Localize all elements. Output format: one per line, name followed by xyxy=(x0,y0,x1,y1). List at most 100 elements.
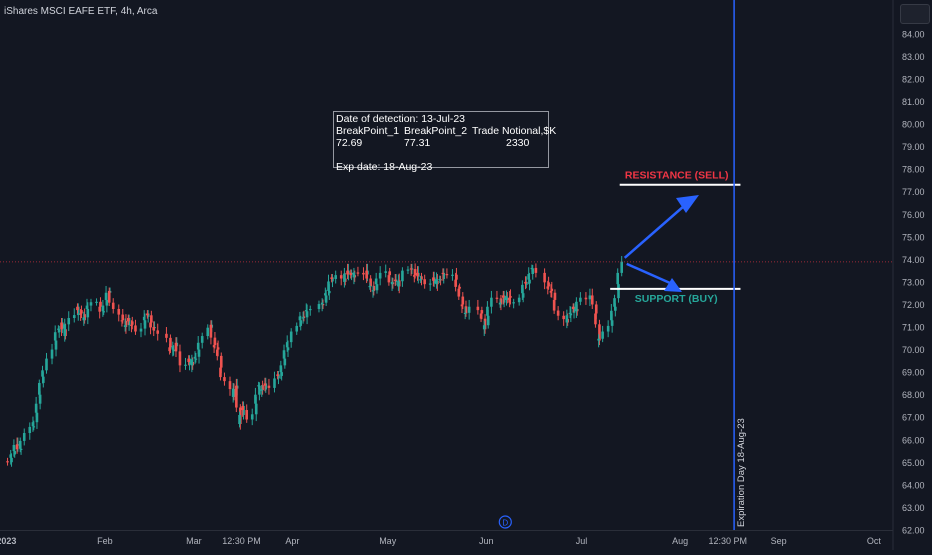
candle-body xyxy=(273,378,276,388)
candle-body xyxy=(85,305,89,309)
candle-body xyxy=(289,331,293,343)
candle-body xyxy=(499,298,503,305)
candle-body xyxy=(562,315,565,320)
candle-body xyxy=(127,318,131,326)
candle-body xyxy=(498,302,502,305)
candle-body xyxy=(413,269,417,276)
candle-body xyxy=(594,304,598,314)
candle-body xyxy=(416,272,419,277)
candle-body xyxy=(568,312,572,315)
arrow-up-shaft xyxy=(623,205,685,259)
candle-body xyxy=(130,324,133,326)
y-tick-label: 62.00 xyxy=(902,526,925,536)
arrow-down-shaft xyxy=(626,262,671,285)
candle-body xyxy=(258,385,261,395)
y-tick-label: 66.00 xyxy=(902,435,925,445)
candle-body xyxy=(143,320,147,329)
expiration-date: Exp date: 18-Aug-23 xyxy=(336,161,433,173)
candle-body xyxy=(169,337,172,348)
symbol-title[interactable]: iShares MSCI EAFE ETF, 4h, Arca xyxy=(4,6,158,17)
candle-body xyxy=(375,284,379,291)
candle-body xyxy=(517,297,521,303)
candle-body xyxy=(139,328,143,332)
candle-body xyxy=(241,405,245,411)
candle-body xyxy=(54,340,58,350)
candle-body xyxy=(365,270,368,279)
candle-body xyxy=(368,285,372,288)
candle-body xyxy=(606,325,610,332)
candle-body xyxy=(343,273,346,282)
candle-body xyxy=(546,286,550,289)
candle-body xyxy=(117,308,121,315)
candle-body xyxy=(257,385,260,387)
y-tick-label: 77.00 xyxy=(902,187,925,197)
candle-body xyxy=(521,293,525,298)
candle-body xyxy=(212,345,216,348)
candle-body xyxy=(80,310,83,314)
candle-body xyxy=(126,318,130,322)
x-tick-label: 12:30 PM xyxy=(708,536,747,546)
candle-body xyxy=(584,297,588,300)
candle-body xyxy=(552,299,556,311)
candle-body xyxy=(215,349,219,356)
candle-body xyxy=(482,325,486,330)
candle-body xyxy=(13,451,17,455)
candle-body xyxy=(613,298,616,307)
candle-body xyxy=(197,349,201,357)
candle-body xyxy=(276,374,279,376)
candle-body xyxy=(223,377,226,382)
candle-body xyxy=(38,394,42,404)
candle-body xyxy=(168,347,171,352)
candle-body xyxy=(428,283,432,285)
candle-body xyxy=(95,301,98,303)
candle-body xyxy=(432,277,435,281)
candle-body xyxy=(565,315,569,323)
candle-body xyxy=(610,310,613,321)
candle-body xyxy=(83,314,86,321)
breakpoint-1-header: BreakPoint_1 xyxy=(336,125,400,137)
candle-body xyxy=(512,302,515,304)
candle-body xyxy=(445,274,449,276)
candle-body xyxy=(423,279,426,285)
candle-body xyxy=(463,312,467,315)
candle-body xyxy=(60,322,63,330)
chart-settings-icon[interactable] xyxy=(900,4,930,24)
candle-body xyxy=(298,316,302,321)
candle-body xyxy=(267,385,271,388)
x-tick-label: Aug xyxy=(672,536,688,546)
y-tick-label: 75.00 xyxy=(902,232,925,242)
candle-body xyxy=(346,270,349,275)
y-tick-label: 74.00 xyxy=(902,255,925,265)
candle-body xyxy=(387,275,391,283)
price-axis-panel xyxy=(893,0,932,550)
candle-body xyxy=(304,310,308,312)
candle-body xyxy=(219,367,222,378)
candle-body xyxy=(123,325,127,328)
candle-body xyxy=(130,321,134,325)
candle-body xyxy=(57,328,60,330)
candle-body xyxy=(28,426,32,434)
candle-body xyxy=(107,290,111,303)
candle-body xyxy=(231,388,235,397)
candle-body xyxy=(617,284,620,299)
candle-body xyxy=(242,405,245,415)
candle-body xyxy=(72,315,76,318)
candle-body xyxy=(86,308,90,318)
candle-body xyxy=(490,297,493,307)
candle-body xyxy=(441,272,445,275)
candle-body xyxy=(543,272,546,283)
candle-body xyxy=(260,389,264,391)
candle-body xyxy=(111,302,115,309)
candle-body xyxy=(295,325,299,332)
candle-body xyxy=(401,270,404,282)
candle-body xyxy=(165,333,168,338)
candle-body xyxy=(569,313,573,316)
x-tick-label: Apr xyxy=(285,536,299,546)
candle-body xyxy=(99,301,102,307)
candle-body xyxy=(524,281,527,284)
candle-body xyxy=(152,327,156,331)
candle-body xyxy=(614,306,617,311)
candle-body xyxy=(245,410,249,420)
